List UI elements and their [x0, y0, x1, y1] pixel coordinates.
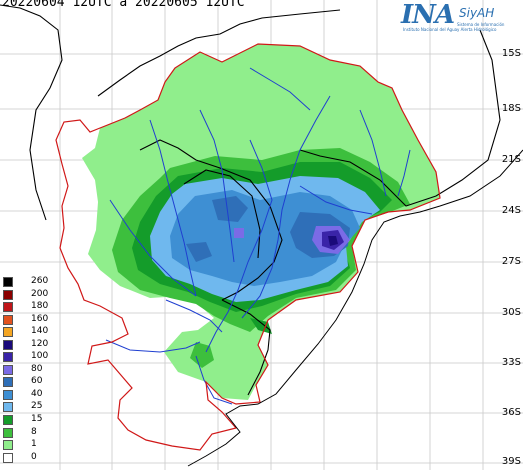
lat-label-33s: 33S	[501, 357, 521, 368]
lat-label-24s: 24S	[501, 205, 521, 216]
legend-label: 15	[31, 414, 43, 425]
lat-label-36s: 36S	[501, 407, 521, 418]
legend-label: 260	[31, 276, 49, 286]
legend-label: 120	[31, 338, 49, 349]
legend-swatch	[3, 339, 13, 350]
legend-label: 80	[31, 363, 43, 374]
lat-label-30s: 30S	[501, 307, 521, 318]
legend-label: 180	[31, 301, 49, 312]
legend-swatch	[3, 452, 13, 463]
logo-org-desc: Sistema de Información y Alerta Hidrológ…	[457, 22, 517, 32]
legend-label: 0	[31, 451, 37, 462]
legend-label: 8	[31, 426, 37, 437]
legend-swatch	[3, 352, 13, 363]
legend-label: 100	[31, 351, 49, 362]
lat-label-21s: 21S	[501, 154, 521, 165]
coastline	[187, 149, 523, 467]
legend-label: 160	[31, 313, 49, 324]
lat-label-27s: 27S	[501, 256, 521, 267]
basin-outline	[55, 43, 441, 451]
ina-siyah-logo: INA SiyAH Instituto Nacional del Agua Si…	[401, 0, 511, 42]
legend-label: 200	[31, 288, 49, 299]
legend-label: 140	[31, 326, 49, 337]
legend-label: 40	[31, 388, 43, 399]
legend-swatch	[3, 427, 13, 438]
legend-label: 1	[31, 439, 37, 450]
legend-swatch	[3, 277, 13, 287]
rivers	[105, 67, 411, 405]
logo-org-name: Instituto Nacional del Agua	[403, 27, 458, 32]
lat-label-18s: 18S	[501, 103, 521, 114]
legend-swatch	[3, 364, 13, 375]
legend-swatch	[3, 314, 13, 325]
lat-label-15s: 15S	[501, 48, 521, 59]
legend-label: 60	[31, 376, 43, 387]
legend-swatch	[3, 389, 13, 400]
legend-swatch	[3, 327, 13, 338]
legend-swatch	[3, 415, 13, 426]
logo-siyah-text: SiyAH	[459, 6, 495, 20]
legend-swatch	[3, 289, 13, 300]
logo-org-line3: y Alerta Hidrológico	[457, 27, 497, 32]
precip-field-120mm	[328, 236, 338, 246]
legend-swatch	[3, 302, 13, 313]
legend-swatch	[3, 402, 13, 413]
legend-swatch	[3, 440, 13, 451]
legend-swatch	[3, 377, 13, 388]
legend-label: 25	[31, 401, 43, 412]
lat-label-39s: 39S	[501, 456, 521, 467]
logo-ina-text: INA	[401, 0, 455, 30]
logo-org-line2: Sistema de Información	[457, 22, 505, 27]
map-period-title: 20220604 12UTC a 20220605 12UTC	[2, 0, 245, 10]
